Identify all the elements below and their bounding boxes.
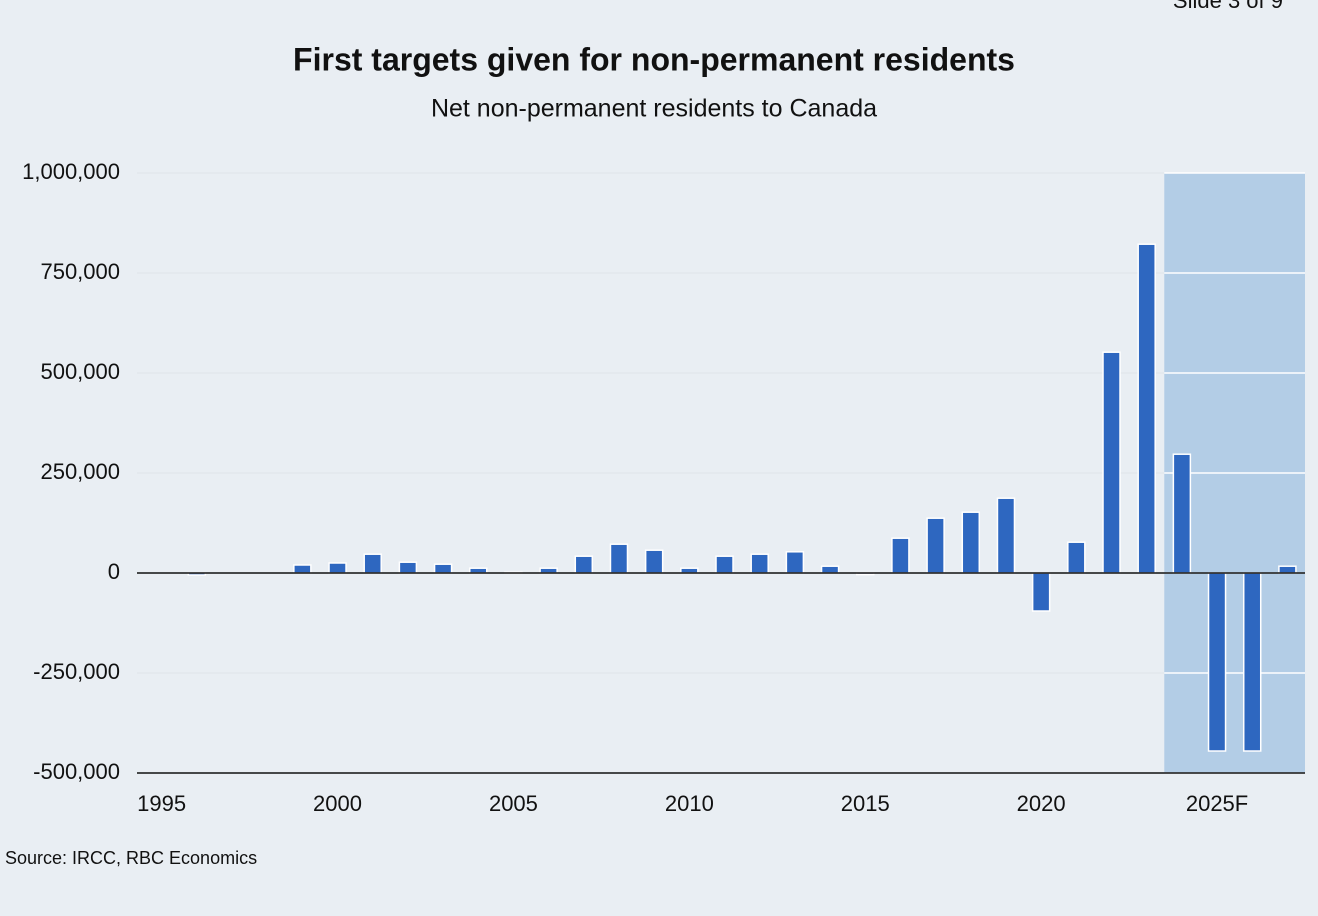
- bar: [644, 549, 664, 574]
- bar: [1172, 453, 1192, 574]
- bar: [293, 564, 312, 574]
- source-note: Source: IRCC, RBC Economics: [5, 848, 257, 868]
- chart-subtitle: Net non-permanent residents to Canada: [431, 95, 877, 123]
- bar: [996, 497, 1016, 574]
- bar: [609, 543, 629, 574]
- x-tick-label: 2010: [665, 791, 714, 816]
- bar: [1137, 243, 1156, 574]
- y-tick-label: -250,000: [33, 659, 120, 684]
- y-tick-label: 1,000,000: [22, 159, 120, 184]
- x-tick-label: 2015: [841, 791, 890, 816]
- x-tick-label: 1995: [137, 791, 186, 816]
- bar: [1102, 351, 1121, 574]
- bar: [574, 555, 594, 574]
- bar: [433, 563, 453, 574]
- bar: [1031, 572, 1051, 612]
- y-tick-label: -500,000: [33, 759, 120, 784]
- bar: [1207, 572, 1227, 752]
- y-tick-label: 750,000: [40, 259, 120, 284]
- bar: [750, 553, 769, 574]
- bar: [785, 551, 805, 574]
- x-tick-label: 2005: [489, 791, 538, 816]
- x-tick-label: 2020: [1017, 791, 1066, 816]
- y-tick-label: 500,000: [40, 359, 120, 384]
- bar: [1278, 565, 1297, 574]
- y-tick-label: 0: [108, 559, 120, 584]
- bar: [1067, 541, 1086, 574]
- bar: [961, 511, 981, 574]
- y-tick-label: 250,000: [40, 459, 120, 484]
- bar: [328, 562, 347, 574]
- chart-title: First targets given for non-permanent re…: [293, 41, 1015, 77]
- bar: [891, 537, 910, 574]
- slide-label: Slide 3 of 9: [1173, 0, 1283, 13]
- bar: [363, 553, 382, 574]
- bar: [820, 565, 840, 574]
- x-tick-label: 2000: [313, 791, 362, 816]
- bar: [715, 555, 734, 574]
- bar: [398, 561, 418, 574]
- bar: [926, 517, 945, 574]
- x-tick-label: 2025F: [1186, 791, 1248, 816]
- bar: [1242, 572, 1262, 752]
